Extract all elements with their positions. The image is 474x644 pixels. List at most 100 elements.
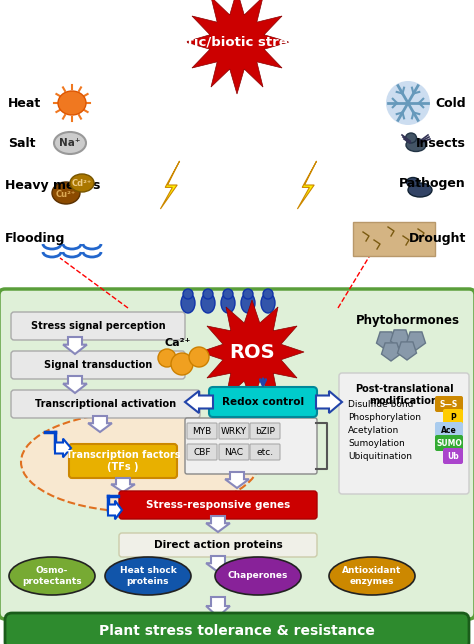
FancyBboxPatch shape xyxy=(69,444,177,478)
Text: Transcriptional activation: Transcriptional activation xyxy=(35,399,176,409)
Ellipse shape xyxy=(189,347,209,367)
Text: Pathogen: Pathogen xyxy=(399,176,466,189)
Text: Post-translational
modification: Post-translational modification xyxy=(355,384,453,406)
Text: SUMO: SUMO xyxy=(436,439,462,448)
FancyBboxPatch shape xyxy=(187,423,217,439)
Text: Salt: Salt xyxy=(8,137,36,149)
FancyBboxPatch shape xyxy=(443,448,463,464)
FancyBboxPatch shape xyxy=(435,422,463,438)
Text: S—S: S—S xyxy=(440,399,458,408)
Text: Ace: Ace xyxy=(441,426,457,435)
FancyBboxPatch shape xyxy=(435,435,463,451)
Text: Chaperones: Chaperones xyxy=(228,571,288,580)
FancyBboxPatch shape xyxy=(11,351,185,379)
FancyBboxPatch shape xyxy=(219,423,249,439)
Text: Drought: Drought xyxy=(409,231,466,245)
Text: Ub: Ub xyxy=(447,451,459,460)
Ellipse shape xyxy=(54,132,86,154)
Text: Cd²⁺: Cd²⁺ xyxy=(72,178,92,187)
Bar xyxy=(0,0,474,310)
Ellipse shape xyxy=(203,289,213,299)
Text: bZIP: bZIP xyxy=(255,426,275,435)
Polygon shape xyxy=(316,391,342,413)
Text: Heavy metals: Heavy metals xyxy=(5,178,100,191)
Ellipse shape xyxy=(263,289,273,299)
Text: Stress-responsive genes: Stress-responsive genes xyxy=(146,500,290,510)
Text: Osmo-
protectants: Osmo- protectants xyxy=(22,566,82,585)
FancyBboxPatch shape xyxy=(339,373,469,494)
FancyBboxPatch shape xyxy=(219,444,249,460)
Text: Sumoylation: Sumoylation xyxy=(348,439,405,448)
FancyBboxPatch shape xyxy=(119,491,317,519)
Bar xyxy=(353,222,435,256)
Text: Flooding: Flooding xyxy=(5,231,65,245)
Ellipse shape xyxy=(329,557,415,595)
Text: Direct action proteins: Direct action proteins xyxy=(154,540,283,550)
Ellipse shape xyxy=(21,412,259,512)
Ellipse shape xyxy=(158,349,176,367)
Polygon shape xyxy=(297,161,317,209)
Text: Disulfide bond: Disulfide bond xyxy=(348,399,413,408)
FancyBboxPatch shape xyxy=(443,409,463,425)
Text: Ca²⁺: Ca²⁺ xyxy=(165,338,191,348)
FancyBboxPatch shape xyxy=(250,423,280,439)
Text: ROS: ROS xyxy=(229,343,275,361)
Polygon shape xyxy=(111,478,135,492)
Polygon shape xyxy=(206,597,230,617)
Text: Cu²⁺: Cu²⁺ xyxy=(56,189,76,198)
Ellipse shape xyxy=(386,81,430,125)
FancyBboxPatch shape xyxy=(185,418,317,474)
Text: Ubiquitination: Ubiquitination xyxy=(348,451,412,460)
Polygon shape xyxy=(160,161,180,209)
Polygon shape xyxy=(185,0,289,94)
Text: Transcription factors
(TFs ): Transcription factors (TFs ) xyxy=(66,450,180,472)
FancyBboxPatch shape xyxy=(209,387,317,417)
Polygon shape xyxy=(63,376,87,393)
Polygon shape xyxy=(206,556,230,572)
Text: Na⁺: Na⁺ xyxy=(59,138,81,148)
Ellipse shape xyxy=(70,174,94,192)
Ellipse shape xyxy=(52,182,80,204)
Text: Stress signal perception: Stress signal perception xyxy=(31,321,165,331)
FancyBboxPatch shape xyxy=(435,396,463,412)
Ellipse shape xyxy=(405,133,417,143)
Text: Signal transduction: Signal transduction xyxy=(44,360,152,370)
Polygon shape xyxy=(200,300,304,404)
Polygon shape xyxy=(206,516,230,532)
Ellipse shape xyxy=(215,557,301,595)
Ellipse shape xyxy=(223,289,233,299)
FancyBboxPatch shape xyxy=(11,312,185,340)
Ellipse shape xyxy=(407,178,419,187)
Text: Acetylation: Acetylation xyxy=(348,426,399,435)
Ellipse shape xyxy=(105,557,191,595)
Polygon shape xyxy=(55,439,71,457)
Ellipse shape xyxy=(58,91,86,115)
FancyBboxPatch shape xyxy=(187,444,217,460)
Ellipse shape xyxy=(261,293,275,313)
FancyBboxPatch shape xyxy=(250,444,280,460)
Ellipse shape xyxy=(183,289,193,299)
Text: Antioxidant
enzymes: Antioxidant enzymes xyxy=(342,566,401,585)
Text: P: P xyxy=(450,413,456,422)
Text: MYB: MYB xyxy=(192,426,211,435)
Ellipse shape xyxy=(201,293,215,313)
Ellipse shape xyxy=(243,289,253,299)
Ellipse shape xyxy=(221,293,235,313)
Ellipse shape xyxy=(406,138,426,151)
FancyBboxPatch shape xyxy=(11,390,200,418)
Polygon shape xyxy=(88,416,112,432)
Ellipse shape xyxy=(408,183,432,197)
Text: Redox control: Redox control xyxy=(222,397,304,407)
Text: Insects: Insects xyxy=(416,137,466,149)
Text: Cold: Cold xyxy=(436,97,466,109)
Ellipse shape xyxy=(241,293,255,313)
FancyBboxPatch shape xyxy=(119,533,317,557)
Text: Heat: Heat xyxy=(8,97,41,109)
Ellipse shape xyxy=(9,557,95,595)
Text: etc.: etc. xyxy=(256,448,273,457)
Polygon shape xyxy=(185,391,213,413)
Text: Heat shock
proteins: Heat shock proteins xyxy=(119,566,176,585)
FancyBboxPatch shape xyxy=(0,289,474,619)
Text: WRKY: WRKY xyxy=(221,426,247,435)
Text: NAC: NAC xyxy=(225,448,244,457)
